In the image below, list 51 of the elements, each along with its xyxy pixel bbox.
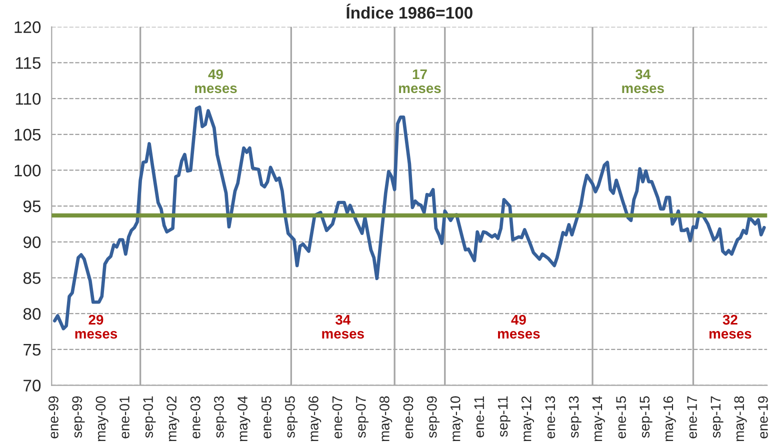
x-tick-label: ene-19 bbox=[758, 396, 768, 438]
x-tick-label: may-18 bbox=[734, 396, 747, 442]
y-tick-label: 120 bbox=[14, 21, 41, 34]
x-tick-label: ene-11 bbox=[474, 396, 484, 438]
annotation: 34 meses bbox=[322, 314, 364, 339]
x-tick-label: ene-01 bbox=[120, 396, 130, 438]
x-tick-label: sep-13 bbox=[568, 396, 582, 438]
x-tick-label: ene-99 bbox=[48, 396, 58, 438]
y-tick-label: 100 bbox=[14, 164, 41, 176]
x-tick-label: sep-05 bbox=[285, 396, 298, 438]
line-series bbox=[53, 105, 766, 330]
x-tick-label: may-08 bbox=[380, 396, 392, 442]
x-tick-label: ene-09 bbox=[403, 396, 414, 438]
x-tick-label: may-04 bbox=[238, 396, 250, 442]
y-tick-label: 115 bbox=[16, 57, 41, 69]
x-tick-label: sep-99 bbox=[72, 396, 85, 438]
x-tick-label: ene-03 bbox=[190, 396, 200, 438]
annotation: 32 meses bbox=[709, 314, 752, 339]
x-tick-label: sep-01 bbox=[143, 396, 156, 438]
chart-title: Índice 1986=100 bbox=[346, 4, 472, 19]
y-tick-label: 80 bbox=[23, 308, 41, 320]
x-tick-label: sep-03 bbox=[214, 396, 227, 438]
x-tick-label: may-14 bbox=[592, 396, 605, 442]
y-tick-label: 105 bbox=[14, 128, 41, 141]
y-tick-label: 110 bbox=[16, 92, 41, 105]
annotation: 17 meses bbox=[399, 69, 441, 94]
x-tick-label: sep-15 bbox=[640, 396, 652, 438]
x-tick-label: may-02 bbox=[166, 396, 180, 442]
x-tick-label: sep-07 bbox=[356, 396, 369, 438]
x-tick-label: may-06 bbox=[308, 396, 322, 442]
x-tick-label: ene-15 bbox=[616, 396, 626, 438]
annotation: 49 meses bbox=[195, 69, 237, 94]
x-tick-label: sep-09 bbox=[426, 396, 440, 438]
y-tick-label: 75 bbox=[24, 344, 41, 356]
x-tick-label: ene-07 bbox=[332, 396, 342, 438]
x-tick-label: ene-05 bbox=[261, 396, 272, 438]
x-tick-label: ene-17 bbox=[687, 396, 697, 438]
y-tick-label: 70 bbox=[24, 380, 41, 392]
y-tick-label: 90 bbox=[23, 236, 41, 248]
x-tick-label: may-12 bbox=[521, 396, 534, 442]
x-tick-label: may-10 bbox=[450, 396, 464, 442]
x-tick-label: sep-17 bbox=[710, 396, 724, 438]
x-tick-label: sep-11 bbox=[498, 396, 510, 437]
y-tick-label: 95 bbox=[23, 200, 41, 212]
annotation: 34 meses bbox=[622, 69, 664, 94]
x-tick-label: may-16 bbox=[663, 396, 676, 442]
x-tick-label: ene-13 bbox=[545, 396, 556, 438]
y-tick-label: 85 bbox=[23, 272, 41, 284]
annotation: 29 meses bbox=[75, 314, 118, 339]
x-tick-label: may-00 bbox=[96, 396, 108, 442]
annotation: 49 meses bbox=[498, 314, 540, 339]
